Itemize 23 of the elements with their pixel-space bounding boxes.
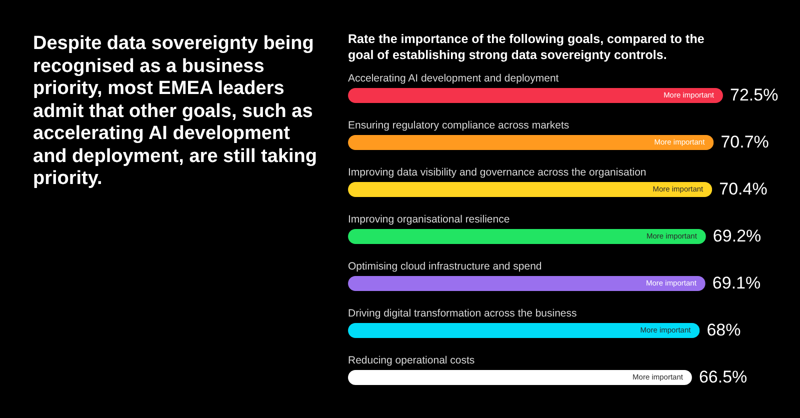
data-label: 69.2% — [712, 226, 762, 246]
y-tick-label: Reducing operational costs — [348, 354, 475, 366]
bar — [348, 323, 700, 338]
bar — [348, 182, 712, 197]
chart-subtitle: Rate the importance of the following goals, compared to the goal of establishing strong data sovereignty controls. — [348, 31, 706, 63]
bar — [348, 370, 692, 385]
data-label: 70.7% — [720, 132, 769, 152]
y-tick-label: Improving organisational resilience — [348, 214, 510, 226]
text: Despite data sovereignty being recognised as a business priority, most EMEA leaders admit that other goals, such as accelerating AI development and deployment, are still taking priority. — [33, 33, 318, 190]
bar — [348, 229, 706, 244]
bar — [348, 135, 714, 150]
y-tick-label: Driving digital transformation across the business — [348, 308, 577, 320]
y-tick-label: Improving data visibility and governance across the organisation — [348, 166, 646, 178]
data-label: 66.5% — [698, 368, 748, 386]
bar — [348, 276, 706, 291]
bar — [348, 88, 723, 103]
data-label: 68% — [706, 320, 741, 340]
y-tick-label: Ensuring regulatory compliance across markets — [348, 120, 570, 132]
y-tick-label: Accelerating AI development and deployment — [348, 72, 559, 84]
data-label: 72.5% — [730, 86, 778, 104]
data-label: 69.1% — [712, 274, 761, 292]
data-label: 70.4% — [719, 180, 768, 198]
y-tick-label: Optimising cloud infrastructure and spend — [348, 260, 542, 272]
